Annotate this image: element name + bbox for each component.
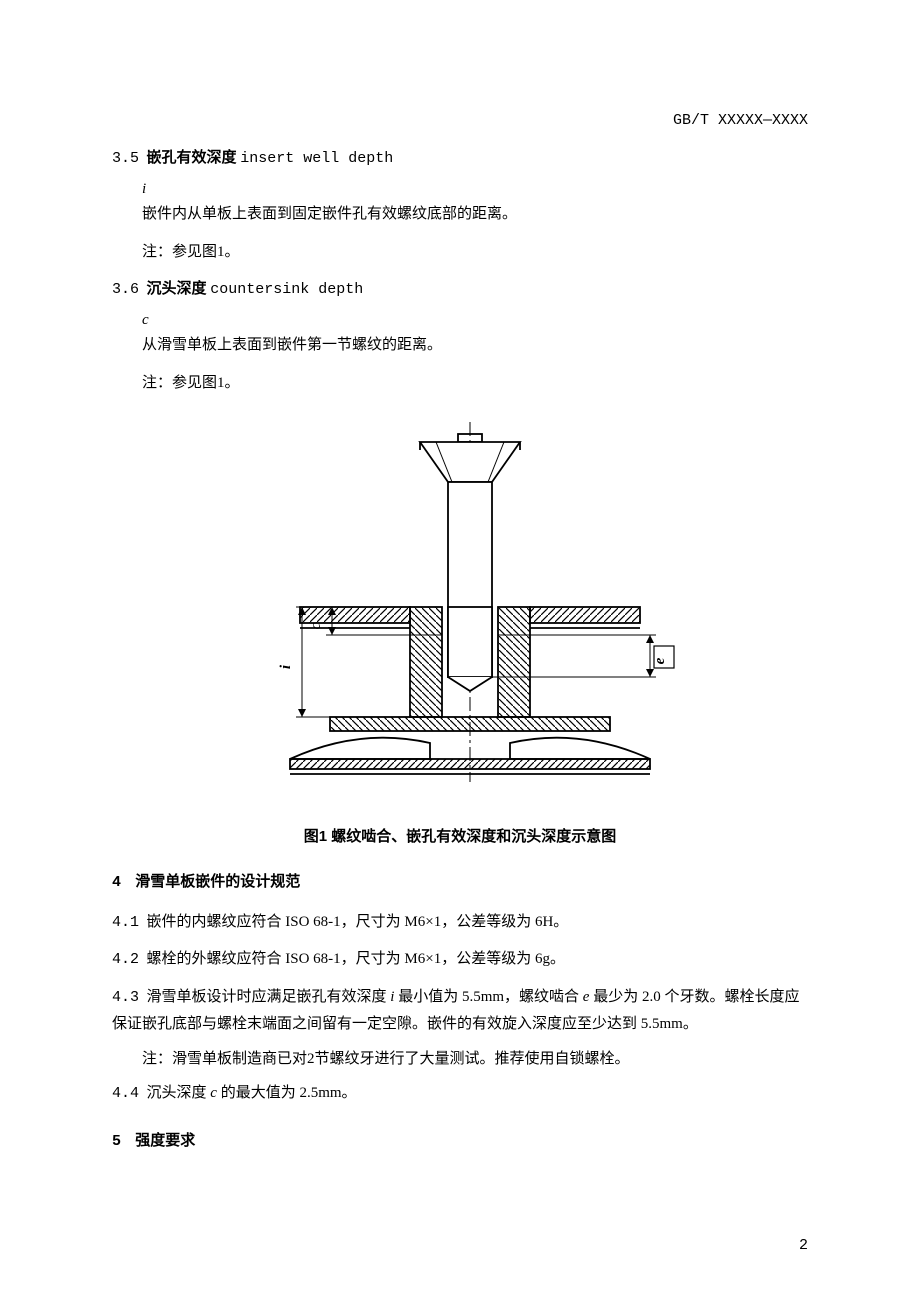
heading-number: 5	[112, 1133, 121, 1150]
heading-3-6: 3.6 沉头深度 countersink depth	[112, 277, 808, 298]
svg-text:i: i	[278, 664, 294, 669]
heading-cn: 沉头深度	[147, 280, 207, 297]
definition-3-6: 从滑雪单板上表面到嵌件第一节螺纹的距离。	[142, 333, 808, 357]
symbol-i: i	[142, 181, 808, 198]
heading-text: 强度要求	[135, 1132, 195, 1149]
page-number: 2	[799, 1237, 808, 1254]
clause-4-2: 4.2 螺栓的外螺纹应符合 ISO 68-1，尺寸为 M6×1，公差等级为 6g…	[112, 946, 808, 973]
heading-3-5: 3.5 嵌孔有效深度 insert well depth	[112, 146, 808, 167]
clause-4-4: 4.4 沉头深度 c 的最大值为 2.5mm。	[112, 1080, 808, 1107]
heading-number: 4	[112, 874, 121, 891]
page-content: 3.5 嵌孔有效深度 insert well depth i 嵌件内从单板上表面…	[112, 146, 808, 1150]
note-4-3: 注：滑雪单板制造商已对2节螺纹牙进行了大量测试。推荐使用自锁螺栓。	[142, 1047, 808, 1068]
clause-4-1: 4.1 嵌件的内螺纹应符合 ISO 68-1，尺寸为 M6×1，公差等级为 6H…	[112, 909, 808, 936]
heading-en: insert well depth	[240, 150, 393, 167]
symbol-c: c	[142, 312, 808, 329]
document-id: GB/T XXXXX—XXXX	[673, 112, 808, 129]
svg-text:c: c	[308, 622, 324, 629]
heading-en: countersink depth	[210, 281, 363, 298]
heading-5: 5 强度要求	[112, 1129, 808, 1150]
note-3-5: 注：参见图1。	[142, 240, 808, 261]
heading-4: 4 滑雪单板嵌件的设计规范	[112, 870, 808, 891]
definition-3-5: 嵌件内从单板上表面到固定嵌件孔有效螺纹底部的距离。	[142, 202, 808, 226]
heading-number: 3.5	[112, 150, 139, 167]
figure-1: cie 图1 螺纹啮合、嵌孔有效深度和沉头深度示意图	[112, 412, 808, 846]
figure-1-caption: 图1 螺纹啮合、嵌孔有效深度和沉头深度示意图	[112, 825, 808, 846]
heading-text: 滑雪单板嵌件的设计规范	[135, 873, 300, 890]
heading-cn: 嵌孔有效深度	[147, 149, 237, 166]
clause-4-3: 4.3 滑雪单板设计时应满足嵌孔有效深度 i 最小值为 5.5mm，螺纹啮合 e…	[112, 984, 808, 1038]
heading-number: 3.6	[112, 281, 139, 298]
note-3-6: 注：参见图1。	[142, 371, 808, 392]
figure-1-diagram: cie	[240, 412, 680, 792]
